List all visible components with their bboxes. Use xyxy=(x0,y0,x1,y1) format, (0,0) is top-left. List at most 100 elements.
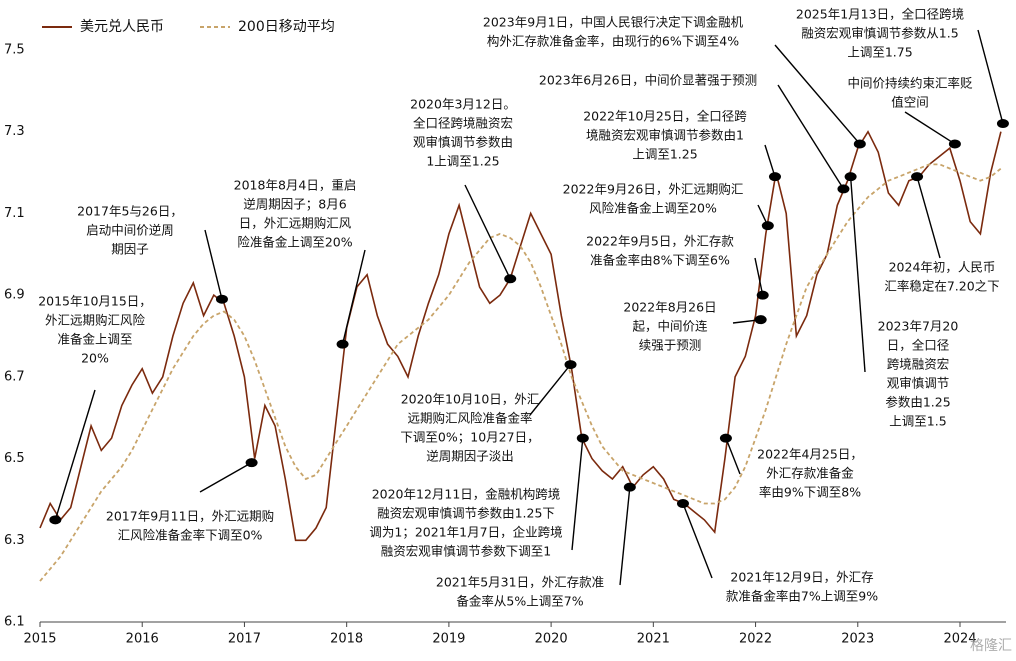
x-tick-label: 2020 xyxy=(535,632,568,647)
leader-line xyxy=(774,44,861,145)
event-marker xyxy=(564,360,577,370)
annotation-text: 逆周期因子淡出 xyxy=(426,449,514,464)
y-tick-label: 7.3 xyxy=(4,124,25,139)
annotation-text: 2023年7月20 xyxy=(878,319,959,334)
annotation-text: 期因子 xyxy=(111,242,149,257)
annotation-text: 2020年10月10日，外汇 xyxy=(401,392,540,407)
leader-line xyxy=(571,438,584,551)
annotation-text: 2024年初，人民币 xyxy=(889,260,996,275)
annotation-text: 上调至1.25 xyxy=(632,147,697,162)
x-tick-label: 2022 xyxy=(739,632,772,647)
annotation-text: 起，中间价连 xyxy=(632,319,708,334)
event-marker xyxy=(245,458,258,468)
annotation-text: 融资宏观审慎调节参数由1.25下 xyxy=(377,506,555,521)
leader-line xyxy=(916,176,941,259)
annotation-text: 续强于预测 xyxy=(639,338,702,353)
annotation-text: 2020年3月12日。 xyxy=(410,97,516,112)
annotation-text: 风险准备金上调至20% xyxy=(589,201,717,216)
event-marker xyxy=(676,499,689,509)
annotation-text: 2017年9月11日，外汇远期购 xyxy=(106,509,274,524)
series-line xyxy=(39,130,1002,542)
event-marker xyxy=(754,315,767,325)
y-tick-label: 6.1 xyxy=(4,615,25,630)
x-tick-label: 2024 xyxy=(943,632,976,647)
x-tick-label: 2019 xyxy=(432,632,465,647)
annotation-text: 启动中间价逆周 xyxy=(86,223,174,238)
event-marker xyxy=(49,515,62,525)
annotation-text: 2023年6月26日，中间价显著强于预测 xyxy=(539,73,757,88)
leader-line xyxy=(529,364,572,416)
event-marker xyxy=(911,172,924,182)
event-marker xyxy=(996,119,1009,129)
leader-line xyxy=(725,437,741,475)
annotation-text: 外汇存款准备金 xyxy=(766,466,854,481)
annotation-text: 2017年5与26日， xyxy=(77,204,183,219)
event-marker xyxy=(761,221,774,231)
annotation-text: 2018年8月4日，重启 xyxy=(234,178,357,193)
event-marker xyxy=(853,139,866,149)
annotation-text: 境融资宏观审慎调节参数由1 xyxy=(586,128,744,143)
legend-label: 200日移动平均 xyxy=(238,19,335,35)
annotation-text: 2015年10月15日， xyxy=(38,294,152,309)
leader-line xyxy=(777,84,845,190)
y-tick-label: 6.9 xyxy=(4,288,25,303)
event-marker xyxy=(576,433,589,443)
annotation-text: 2021年12月9日，外汇存 xyxy=(730,570,873,585)
annotation-text: 2022年9月5日，外汇存款 xyxy=(586,234,734,249)
y-tick-label: 7.1 xyxy=(4,206,25,221)
annotation-text: 中间价持续约束汇率贬 xyxy=(847,76,973,91)
annotation-text: 款准备金率由7%上调至9% xyxy=(726,589,878,604)
y-tick-label: 6.3 xyxy=(4,533,25,548)
annotation-text: 观审慎调节参数由 xyxy=(413,135,513,150)
annotation-text: 日，全口径 xyxy=(887,338,950,353)
annotation-text: 2021年5月31日，外汇存款准 xyxy=(436,575,604,590)
leader-line xyxy=(754,257,764,296)
annotation-text: 2022年8月26日 xyxy=(623,300,716,315)
annotation-text: 跨境融资宏 xyxy=(887,357,950,372)
annotation-text: 调为1；2021年1月7日，企业跨境 xyxy=(369,525,562,540)
x-tick-label: 2016 xyxy=(126,632,159,647)
leader-line xyxy=(977,29,1004,124)
annotation-text: 1上调至1.25 xyxy=(426,154,499,169)
annotation-text: 参数由1.25 xyxy=(885,395,950,410)
event-marker xyxy=(948,139,961,149)
annotation-text: 融资宏观审慎调节参数下调至1 xyxy=(381,544,551,559)
annotation-text: 外汇远期购汇风险 xyxy=(45,313,146,328)
y-tick-label: 6.7 xyxy=(4,369,25,384)
event-marker xyxy=(215,294,228,304)
annotation-text: 观审慎调节 xyxy=(887,376,950,391)
annotation-text: 汇率稳定在7.20之下 xyxy=(884,279,999,294)
annotation-text: 日，外汇远期购汇风 xyxy=(239,216,352,231)
leader-line xyxy=(341,249,366,345)
x-tick-label: 2017 xyxy=(228,632,261,647)
annotation-text: 逆周期因子；8月6 xyxy=(243,197,346,212)
legend-label: 美元兑人民币 xyxy=(80,19,164,35)
annotation-text: 汇风险准备金率下调至0% xyxy=(118,528,263,543)
annotation-text: 2025年1月13日，全口径跨境 xyxy=(796,7,964,22)
annotation-text: 融资宏观审慎调节参数从1.5 xyxy=(801,26,958,41)
x-tick-label: 2023 xyxy=(841,632,874,647)
event-marker xyxy=(756,290,769,300)
event-marker xyxy=(768,172,781,182)
x-tick-label: 2015 xyxy=(23,632,56,647)
event-marker xyxy=(837,184,850,194)
y-tick-label: 7.5 xyxy=(4,43,25,58)
leader-line xyxy=(682,503,713,579)
leader-line xyxy=(764,144,776,177)
event-marker xyxy=(623,482,636,492)
annotation-text: 2022年9月26日，外汇远期购汇 xyxy=(563,182,744,197)
annotation-text: 2022年10月25日，全口径跨 xyxy=(583,109,747,124)
annotation-text: 备金率从5%上调至7% xyxy=(456,594,583,609)
leader-line xyxy=(904,111,956,145)
leader-line xyxy=(204,229,223,300)
annotation-text: 20% xyxy=(81,351,109,366)
leader-line xyxy=(199,462,252,493)
leader-line xyxy=(849,176,866,373)
annotation-text: 2023年9月1日，中国人民银行决定下调金融机 xyxy=(483,15,744,30)
annotation-text: 2020年12月11日，金融机构跨境 xyxy=(372,487,561,502)
annotation-text: 上调至1.75 xyxy=(847,45,912,60)
annotation-text: 准备金率由8%下调至6% xyxy=(590,253,730,268)
event-marker xyxy=(719,433,732,443)
annotation-text: 构外汇存款准备金率，由现行的6%下调至4% xyxy=(487,34,739,49)
